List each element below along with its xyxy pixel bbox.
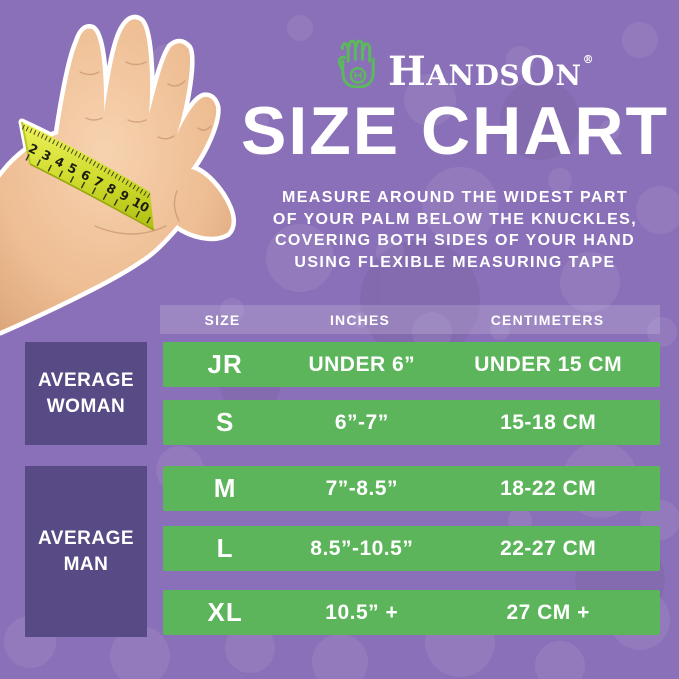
measuring-tape-edge: [29, 163, 155, 231]
table-row-m: M 7”-8.5” 18-22 CM: [163, 466, 660, 511]
table-row-jr: JR UNDER 6” UNDER 15 CM: [163, 342, 660, 387]
measuring-tape-band: [22, 122, 154, 230]
instruction-line: OF YOUR PALM BELOW THE KNUCKLES,: [272, 210, 638, 228]
instruction-line: USING FLEXIBLE MEASURING TAPE: [294, 253, 616, 271]
table-row-xl: XL 10.5” + 27 CM +: [163, 590, 660, 635]
group-label-average-man: AVERAGE MAN: [25, 466, 147, 637]
group-label-line: AVERAGE: [37, 369, 135, 391]
inches-cell: UNDER 6”: [308, 352, 416, 376]
brand-name: HandsOn®: [388, 36, 594, 96]
logo-circle: [349, 67, 367, 84]
hand-with-measuring-tape-illustration: 2 3 4 5 6 7 8 9 10 11: [0, 0, 237, 336]
size-cell: S: [215, 407, 235, 437]
logo-h-letter: [354, 72, 362, 79]
table-row-s: S 6”-7” 15-18 CM: [163, 400, 660, 445]
brand-logo: HandsOn®: [338, 36, 594, 96]
brand-name-text: HandsOn: [388, 48, 582, 95]
table-row-l: L 8.5”-10.5” 22-27 CM: [163, 526, 660, 571]
column-header-centimeters: CENTIMETERS: [490, 311, 605, 328]
table-header-row: SIZE INCHES CENTIMETERS: [160, 305, 660, 334]
handson-hand-icon: [338, 39, 375, 88]
inches-cell: 8.5”-10.5”: [310, 536, 414, 560]
group-label-line: AVERAGE: [37, 527, 135, 549]
centimeters-cell: 15-18 CM: [500, 410, 597, 434]
size-cell: XL: [207, 597, 243, 627]
inches-cell: 6”-7”: [334, 410, 389, 434]
centimeters-cell: UNDER 15 CM: [474, 352, 623, 376]
column-header-size: SIZE: [204, 311, 241, 328]
measuring-tape-end: [21, 121, 31, 165]
inches-cell: 7”-8.5”: [325, 476, 398, 500]
group-label-line: MAN: [63, 553, 109, 575]
instruction-line: MEASURE AROUND THE WIDEST PART: [282, 189, 628, 206]
centimeters-cell: 18-22 CM: [500, 476, 597, 500]
size-cell: JR: [207, 349, 243, 379]
column-header-inches: INCHES: [329, 311, 391, 328]
page-title: SIZE CHART: [241, 93, 669, 169]
registered-trademark: ®: [582, 53, 595, 66]
size-cell: L: [216, 533, 234, 563]
group-label-average-woman: AVERAGE WOMAN: [25, 342, 147, 445]
centimeters-cell: 27 CM +: [506, 600, 590, 624]
centimeters-cell: 22-27 CM: [500, 536, 597, 560]
size-cell: M: [213, 473, 237, 503]
inches-cell: 10.5” +: [325, 600, 399, 624]
skin-creases: [79, 61, 212, 235]
group-label-line: WOMAN: [46, 395, 126, 417]
measurement-instructions: MEASURE AROUND THE WIDEST PART OF YOUR P…: [225, 187, 679, 273]
instruction-line: COVERING BOTH SIDES OF YOUR HAND: [274, 232, 636, 249]
